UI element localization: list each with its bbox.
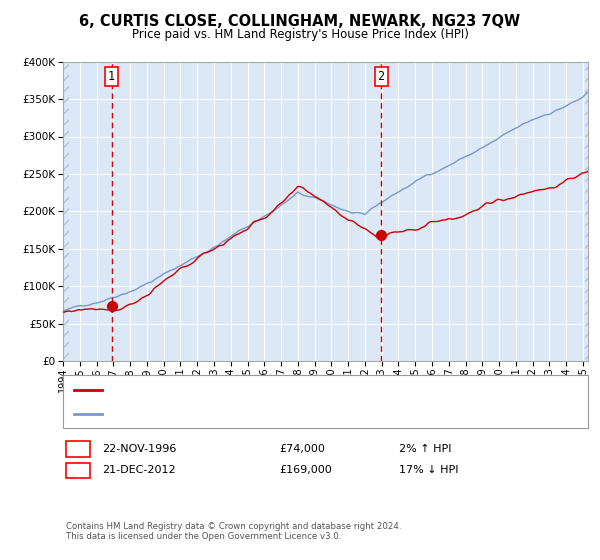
Text: Price paid vs. HM Land Registry's House Price Index (HPI): Price paid vs. HM Land Registry's House …: [131, 28, 469, 41]
Text: 1: 1: [74, 442, 82, 456]
Text: 21-DEC-2012: 21-DEC-2012: [102, 465, 176, 475]
Bar: [63, 62, 69, 361]
Text: Contains HM Land Registry data © Crown copyright and database right 2024.
This d: Contains HM Land Registry data © Crown c…: [66, 522, 401, 542]
Text: 2% ↑ HPI: 2% ↑ HPI: [399, 444, 452, 454]
Text: 1: 1: [108, 70, 115, 83]
Text: 2: 2: [377, 70, 385, 83]
Text: HPI: Average price, detached house, Newark and Sherwood: HPI: Average price, detached house, Newa…: [108, 409, 399, 419]
Text: £169,000: £169,000: [279, 465, 332, 475]
Text: 6, CURTIS CLOSE, COLLINGHAM, NEWARK, NG23 7QW: 6, CURTIS CLOSE, COLLINGHAM, NEWARK, NG2…: [79, 14, 521, 29]
Text: 2: 2: [74, 464, 82, 477]
Text: 6, CURTIS CLOSE, COLLINGHAM, NEWARK, NG23 7QW (detached house): 6, CURTIS CLOSE, COLLINGHAM, NEWARK, NG2…: [108, 385, 460, 395]
Bar: [584, 62, 593, 361]
Text: 22-NOV-1996: 22-NOV-1996: [102, 444, 176, 454]
Text: 17% ↓ HPI: 17% ↓ HPI: [399, 465, 458, 475]
Text: £74,000: £74,000: [279, 444, 325, 454]
